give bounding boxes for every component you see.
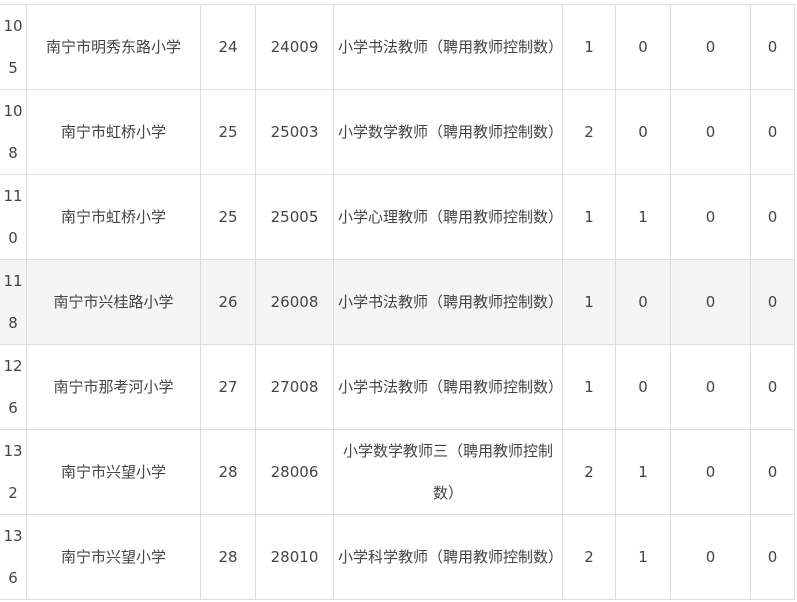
count-4-cell: 0 bbox=[750, 514, 795, 600]
count-1-cell: 1 bbox=[562, 174, 616, 260]
count-3-cell: 0 bbox=[670, 4, 751, 90]
count-2-cell: 0 bbox=[615, 89, 671, 175]
count-4-cell: 0 bbox=[750, 259, 795, 345]
table-row: 118 南宁市兴桂路小学 26 26008 小学书法教师（聘用教师控制数） 1 0 0 0 bbox=[0, 259, 795, 345]
post-code-cell: 27008 bbox=[255, 344, 334, 430]
table-row: 108 南宁市虹桥小学 25 25003 小学数学教师（聘用教师控制数） 2 0 0 0 bbox=[0, 89, 795, 175]
count-4-cell: 0 bbox=[750, 4, 795, 90]
count-1-cell: 2 bbox=[562, 514, 616, 600]
count-2-cell: 1 bbox=[615, 174, 671, 260]
post-code-cell: 28006 bbox=[255, 429, 334, 515]
row-index-cell: 110 bbox=[0, 174, 27, 260]
count-3-cell: 0 bbox=[670, 89, 751, 175]
count-1-cell: 1 bbox=[562, 259, 616, 345]
position-name-cell: 小学书法教师（聘用教师控制数） bbox=[333, 259, 563, 345]
row-index-cell: 108 bbox=[0, 89, 27, 175]
count-3-cell: 0 bbox=[670, 514, 751, 600]
count-4-cell: 0 bbox=[750, 174, 795, 260]
school-name-cell: 南宁市虹桥小学 bbox=[26, 174, 201, 260]
school-name-cell: 南宁市那考河小学 bbox=[26, 344, 201, 430]
table-row: 136 南宁市兴望小学 28 28010 小学科学教师（聘用教师控制数） 2 1 0 0 bbox=[0, 514, 795, 600]
count-1-cell: 1 bbox=[562, 344, 616, 430]
position-name-cell: 小学数学教师（聘用教师控制数） bbox=[333, 89, 563, 175]
school-name-cell: 南宁市明秀东路小学 bbox=[26, 4, 201, 90]
position-name-cell: 小学数学教师三（聘用教师控制数） bbox=[333, 429, 563, 515]
unit-code-cell: 24 bbox=[200, 4, 256, 90]
position-name-cell: 小学书法教师（聘用教师控制数） bbox=[333, 344, 563, 430]
post-code-cell: 26008 bbox=[255, 259, 334, 345]
post-code-cell: 25003 bbox=[255, 89, 334, 175]
row-index-cell: 132 bbox=[0, 429, 27, 515]
post-code-cell: 24009 bbox=[255, 4, 334, 90]
count-1-cell: 2 bbox=[562, 89, 616, 175]
count-2-cell: 0 bbox=[615, 344, 671, 430]
positions-table: 105 南宁市明秀东路小学 24 24009 小学书法教师（聘用教师控制数） 1 0 0 0 10… bbox=[0, 4, 795, 600]
unit-code-cell: 26 bbox=[200, 259, 256, 345]
count-2-cell: 1 bbox=[615, 514, 671, 600]
unit-code-cell: 25 bbox=[200, 174, 256, 260]
unit-code-cell: 28 bbox=[200, 514, 256, 600]
school-name-cell: 南宁市兴望小学 bbox=[26, 429, 201, 515]
school-name-cell: 南宁市兴望小学 bbox=[26, 514, 201, 600]
count-3-cell: 0 bbox=[670, 174, 751, 260]
count-2-cell: 0 bbox=[615, 4, 671, 90]
count-3-cell: 0 bbox=[670, 344, 751, 430]
unit-code-cell: 25 bbox=[200, 89, 256, 175]
count-3-cell: 0 bbox=[670, 429, 751, 515]
row-index-cell: 136 bbox=[0, 514, 27, 600]
school-name-cell: 南宁市兴桂路小学 bbox=[26, 259, 201, 345]
count-4-cell: 0 bbox=[750, 344, 795, 430]
row-index-cell: 105 bbox=[0, 4, 27, 90]
count-3-cell: 0 bbox=[670, 259, 751, 345]
unit-code-cell: 28 bbox=[200, 429, 256, 515]
table-row: 132 南宁市兴望小学 28 28006 小学数学教师三（聘用教师控制数） 2 1 0 0 bbox=[0, 429, 795, 515]
count-4-cell: 0 bbox=[750, 429, 795, 515]
count-2-cell: 0 bbox=[615, 259, 671, 345]
post-code-cell: 28010 bbox=[255, 514, 334, 600]
count-1-cell: 1 bbox=[562, 4, 616, 90]
table-row: 126 南宁市那考河小学 27 27008 小学书法教师（聘用教师控制数） 1 0 0 0 bbox=[0, 344, 795, 430]
table-row: 105 南宁市明秀东路小学 24 24009 小学书法教师（聘用教师控制数） 1 0 0 0 bbox=[0, 4, 795, 90]
count-2-cell: 1 bbox=[615, 429, 671, 515]
post-code-cell: 25005 bbox=[255, 174, 334, 260]
count-1-cell: 2 bbox=[562, 429, 616, 515]
row-index-cell: 118 bbox=[0, 259, 27, 345]
table-row: 110 南宁市虹桥小学 25 25005 小学心理教师（聘用教师控制数） 1 1 0 0 bbox=[0, 174, 795, 260]
unit-code-cell: 27 bbox=[200, 344, 256, 430]
position-name-cell: 小学科学教师（聘用教师控制数） bbox=[333, 514, 563, 600]
school-name-cell: 南宁市虹桥小学 bbox=[26, 89, 201, 175]
position-name-cell: 小学心理教师（聘用教师控制数） bbox=[333, 174, 563, 260]
position-name-cell: 小学书法教师（聘用教师控制数） bbox=[333, 4, 563, 90]
row-index-cell: 126 bbox=[0, 344, 27, 430]
count-4-cell: 0 bbox=[750, 89, 795, 175]
